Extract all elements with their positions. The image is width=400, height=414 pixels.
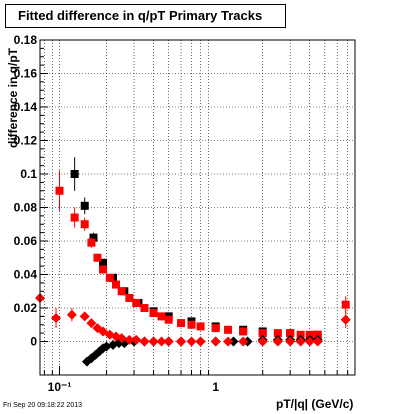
data-point-diamond xyxy=(116,333,127,344)
data-point-diamond xyxy=(195,336,206,347)
data-point-square xyxy=(105,273,114,282)
y-tick-label: 0.18 xyxy=(14,33,38,47)
y-tick-label: 0.14 xyxy=(14,100,38,114)
y-tick-label: 0.02 xyxy=(14,301,38,315)
data-point-diamond xyxy=(163,336,174,347)
data-point-square xyxy=(112,280,121,289)
y-tick-label: 0.06 xyxy=(14,234,38,248)
data-point-diamond xyxy=(176,336,187,347)
data-point-square xyxy=(70,213,79,222)
data-point-square xyxy=(89,233,98,242)
data-point-square xyxy=(224,325,233,334)
data-point-diamond xyxy=(86,318,97,329)
data-point-square xyxy=(211,324,220,333)
data-point-diamond xyxy=(272,336,283,347)
data-point-diamond xyxy=(51,313,62,324)
data-point-diamond xyxy=(79,311,90,322)
data-point-square xyxy=(286,329,295,338)
data-point-square xyxy=(87,238,96,247)
data-point-square xyxy=(93,253,102,262)
data-point-diamond xyxy=(304,336,315,347)
data-point-square xyxy=(157,312,166,321)
data-point-diamond xyxy=(124,334,135,345)
y-tick-label: 0.12 xyxy=(14,134,38,148)
data-point-square xyxy=(70,170,79,178)
data-point-square xyxy=(296,330,305,339)
timestamp-footer: Fri Sep 20 09:18:22 2013 xyxy=(3,402,83,409)
data-point-square xyxy=(164,315,173,324)
y-tick-label: 0.1 xyxy=(20,167,37,181)
tick-labels: 0 0.02 0.04 0.06 0.08 0.1 0.12 0.14 0.16 0.18 10⁻¹… xyxy=(14,33,220,394)
data-point-square xyxy=(132,298,141,307)
data-point-diamond xyxy=(257,336,268,347)
data-point-square xyxy=(177,319,186,328)
data-point-diamond xyxy=(186,336,197,347)
y-tick-label: 0.08 xyxy=(14,201,38,215)
data-point-diamond xyxy=(98,326,109,337)
data-point-diamond xyxy=(295,336,306,347)
data-point-diamond xyxy=(238,336,249,347)
data-point-diamond xyxy=(312,336,323,347)
data-point-square xyxy=(99,265,108,274)
y-tick-label: 0.16 xyxy=(14,67,38,81)
data-point-diamond xyxy=(340,314,351,325)
chart-title: Fitted difference in q/pT Primary Tracks xyxy=(5,4,286,28)
x-tick-label: 10⁻¹ xyxy=(48,380,72,394)
y-axis-label: difference in q/pT xyxy=(6,47,20,148)
data-point-diamond xyxy=(223,336,234,347)
data-point-square xyxy=(187,320,196,329)
data-point-square xyxy=(140,304,149,312)
data-point-diamond xyxy=(131,334,142,345)
data-point-square xyxy=(273,329,282,338)
data-point-diamond xyxy=(66,309,77,320)
data-point-diamond xyxy=(228,336,239,347)
data-point-square xyxy=(149,309,158,318)
data-markers xyxy=(35,157,351,367)
data-point-square xyxy=(55,186,64,195)
data-point-diamond xyxy=(156,336,167,347)
x-axis-label: pT/|q| (GeV/c) xyxy=(276,397,354,411)
data-point-square xyxy=(99,258,108,267)
data-point-square xyxy=(258,329,267,338)
plot-frame xyxy=(39,39,356,376)
x-tick-label: 1 xyxy=(212,380,219,394)
data-point-diamond xyxy=(285,336,296,347)
data-point-diamond xyxy=(148,336,159,347)
data-point-diamond xyxy=(210,336,221,347)
data-point-diamond xyxy=(139,336,150,347)
data-point-square xyxy=(313,330,322,339)
data-point-square xyxy=(196,322,205,331)
y-tick-label: 0 xyxy=(30,335,37,349)
data-point-square xyxy=(80,201,89,210)
data-point-square xyxy=(239,327,248,336)
data-point-square xyxy=(117,287,126,296)
data-point-square xyxy=(125,293,134,302)
data-point-square xyxy=(305,330,314,339)
y-tick-label: 0.04 xyxy=(14,268,38,282)
data-point-square xyxy=(341,300,350,309)
data-point-square xyxy=(80,220,89,229)
